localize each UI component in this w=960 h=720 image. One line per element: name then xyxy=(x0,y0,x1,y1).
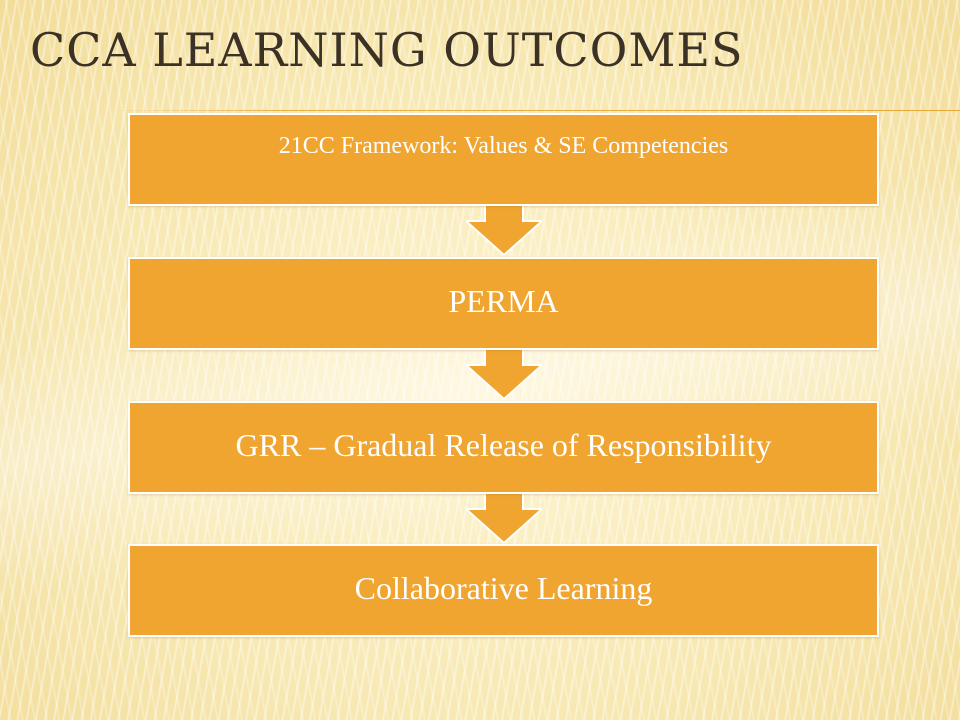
title-underline xyxy=(110,110,960,111)
step-box-collaborative: Collaborative Learning xyxy=(128,544,879,637)
step-box-perma: PERMA xyxy=(128,257,879,350)
step-box-grr: GRR – Gradual Release of Responsibility xyxy=(128,401,879,494)
title-area: CCA LEARNING OUTCOMES CCA LEARNING OUTCO… xyxy=(30,14,930,104)
step-label-perma: PERMA xyxy=(448,283,559,319)
step-label-framework: 21CC Framework: Values & SE Competencies xyxy=(278,133,729,159)
down-arrow-2 xyxy=(466,347,542,399)
step-label-collaborative: Collaborative Learning xyxy=(354,570,653,606)
down-arrow-3 xyxy=(466,491,542,543)
slide-title: CCA LEARNING OUTCOMES xyxy=(30,23,744,77)
down-arrow-1 xyxy=(466,203,542,255)
step-box-framework: 21CC Framework: Values & SE Competencies xyxy=(128,113,879,206)
step-label-grr: GRR – Gradual Release of Responsibility xyxy=(235,427,772,463)
